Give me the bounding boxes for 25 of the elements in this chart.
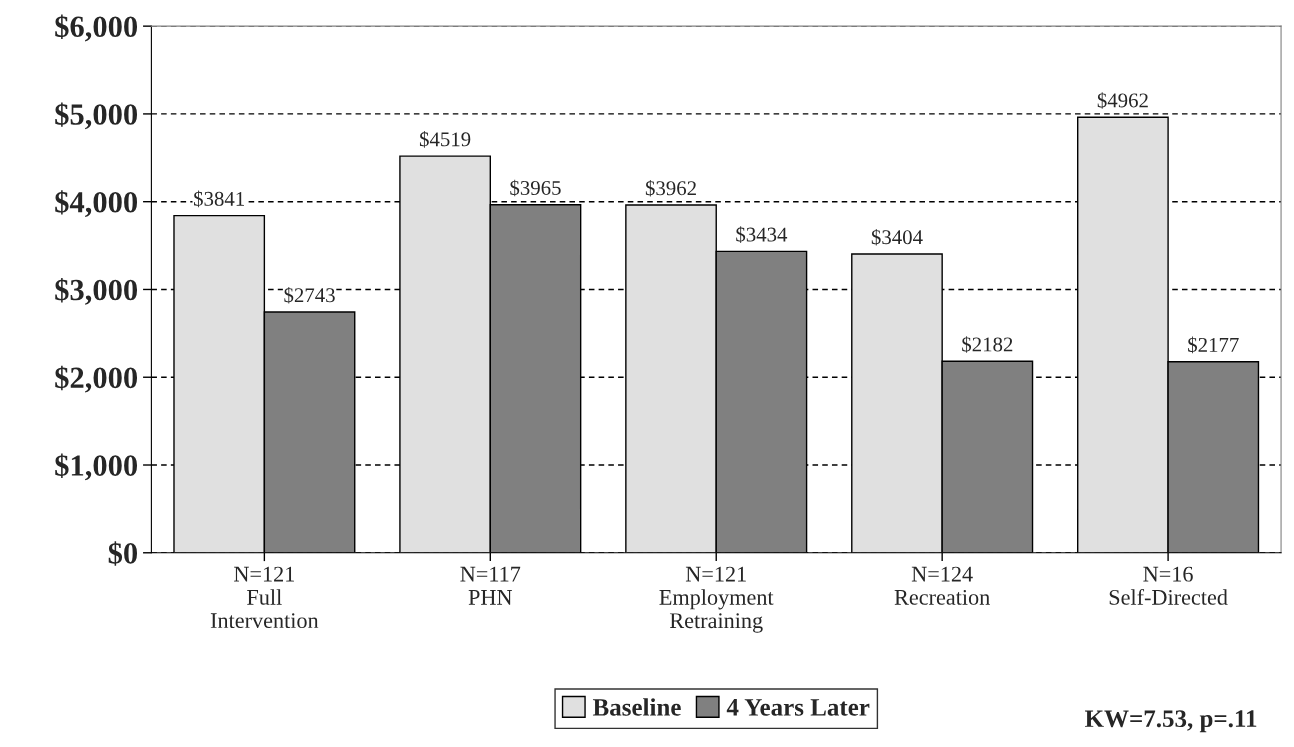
y-tick-label: $0 xyxy=(108,541,138,566)
x-tick-label: N=16 Self-Directed xyxy=(1109,566,1228,605)
data-label: $2743 xyxy=(284,286,335,304)
x-tick-label: N=121 Full Intervention xyxy=(210,566,319,629)
text: KW=7.53, p=.11 xyxy=(1085,710,1257,733)
y-tick-label: $5,000 xyxy=(55,102,138,130)
data-label: $3962 xyxy=(645,179,696,197)
data-label: $2177 xyxy=(1188,336,1239,354)
y-tick-label: $3,000 xyxy=(55,277,138,305)
data-label: $3404 xyxy=(871,228,923,246)
y-tick-label: $4,000 xyxy=(55,190,138,218)
y-tick-label: $1,000 xyxy=(55,453,138,481)
data-label: $3841 xyxy=(194,190,244,208)
data-label: $2182 xyxy=(962,336,1013,353)
data-label: $3434 xyxy=(736,226,788,243)
y-tick-label: $2,000 xyxy=(55,365,138,393)
data-label: $4519 xyxy=(419,131,471,148)
y-tick-label: $6,000 xyxy=(55,14,138,42)
x-tick-label: N=124 Recreation xyxy=(894,566,990,605)
legend-label: 4 Years Later xyxy=(726,699,870,716)
data-label: $4962 xyxy=(1097,92,1148,109)
x-tick-label: N=121 Employment Retraining xyxy=(659,566,774,633)
legend-label: Baseline xyxy=(592,698,681,716)
data-label: $3965 xyxy=(510,179,561,197)
x-tick-label: N=117 PHN xyxy=(460,566,521,605)
